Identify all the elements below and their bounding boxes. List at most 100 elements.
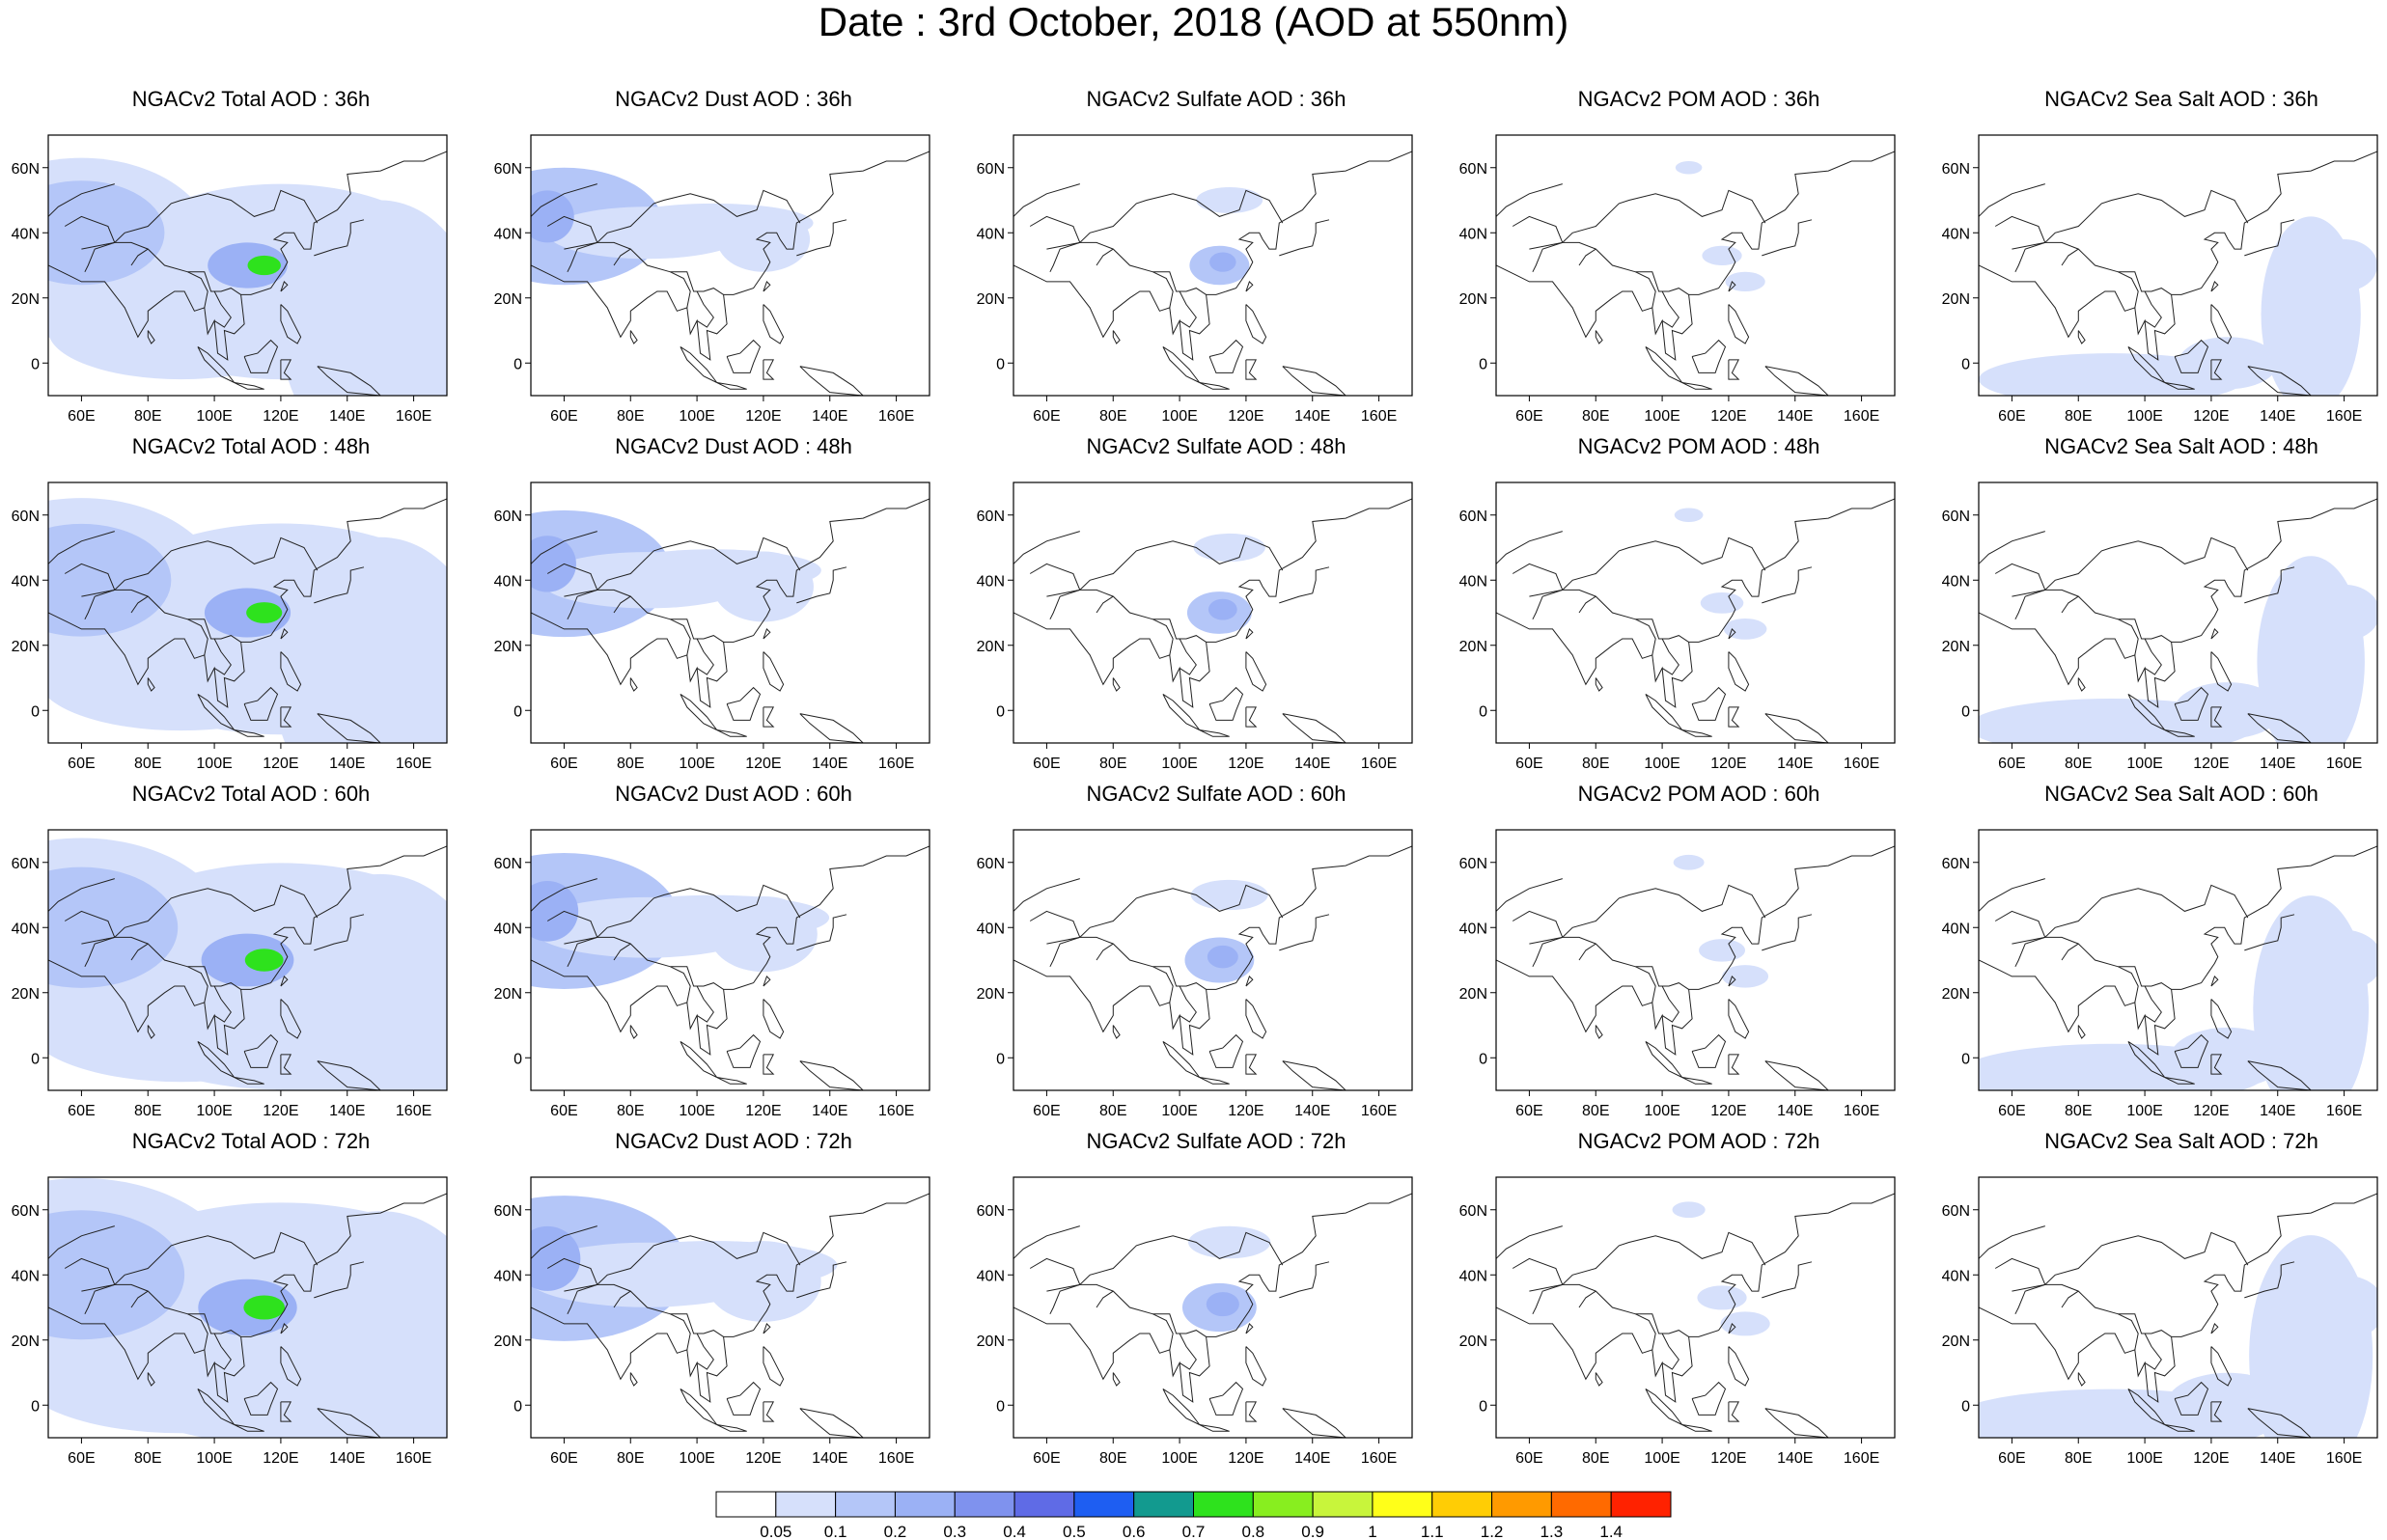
lat-tick-label: 60N xyxy=(977,161,1005,178)
aerosol-shading xyxy=(531,881,579,942)
coastline xyxy=(1728,1322,1736,1334)
coastline xyxy=(1994,1257,2046,1285)
lat-tick-label: 40N xyxy=(494,1268,522,1284)
coastline xyxy=(1764,713,1829,743)
coastline xyxy=(2210,304,2233,344)
coastline xyxy=(2127,693,2166,730)
coastline xyxy=(1496,531,1563,565)
lat-tick-label: 40N xyxy=(1942,573,1970,590)
lon-tick-label: 100E xyxy=(679,756,714,772)
coastline xyxy=(613,1290,631,1308)
coastline xyxy=(1162,1388,1201,1425)
lon-tick-label: 80E xyxy=(1582,756,1609,772)
panel-title: NGACv2 Sea Salt AOD : 36h xyxy=(2044,87,2318,111)
plot-frame xyxy=(1978,481,2378,744)
lon-tick-label: 140E xyxy=(1294,1450,1330,1467)
coastline xyxy=(1049,241,1080,273)
aerosol-shading xyxy=(1699,939,1745,962)
colorbar-label: 1 xyxy=(1368,1523,1376,1540)
coastline xyxy=(1529,936,1689,990)
lat-tick-label: 20N xyxy=(494,986,522,1003)
panel-seasalt-60h: NGACv2 Sea Salt AOD : 60h 60N 40N 20N 0 60E 80… xyxy=(1930,782,2387,1119)
coastline xyxy=(1096,1290,1114,1308)
coastline xyxy=(796,566,847,604)
coastline xyxy=(1162,1040,1201,1078)
colorbar-label: 0.9 xyxy=(1301,1523,1324,1540)
coastline xyxy=(280,280,289,292)
aerosol-shading xyxy=(244,949,284,972)
lat-tick-label: 0 xyxy=(996,703,1005,720)
coastline xyxy=(763,627,771,640)
aerosol-shading xyxy=(48,1210,185,1340)
coastline xyxy=(2014,936,2045,968)
lon-tick-label: 80E xyxy=(617,1450,644,1467)
colorbar-swatch xyxy=(954,1491,1015,1518)
lon-tick-label: 60E xyxy=(1515,1450,1542,1467)
lon-tick-label: 120E xyxy=(263,756,298,772)
coastline xyxy=(1152,271,1174,308)
colorbar-swatch xyxy=(1431,1491,1493,1518)
map-plot: 60N 40N 20N 0 60E 80E 100E 120E 140E 160E xyxy=(977,829,1413,1119)
coastline xyxy=(2210,1054,2223,1075)
coastline xyxy=(1562,1231,1766,1285)
lon-tick-label: 140E xyxy=(1777,408,1813,425)
lon-tick-label: 160E xyxy=(1844,1103,1879,1119)
map-plot: 60N 40N 20N 0 60E 80E 100E 120E 140E 160E xyxy=(1459,829,1896,1119)
aerosol-shading xyxy=(243,1295,286,1320)
coastline xyxy=(280,1054,292,1075)
coastline xyxy=(2144,638,2162,675)
coastline xyxy=(2061,943,2079,961)
coastline xyxy=(670,619,691,655)
lat-tick-label: 20N xyxy=(1942,986,1970,1003)
coastline xyxy=(763,999,785,1039)
plot-frame xyxy=(1495,481,1896,744)
coastline xyxy=(1079,1231,1284,1285)
lon-tick-label: 100E xyxy=(679,1103,714,1119)
lon-tick-label: 100E xyxy=(1161,408,1197,425)
plot-frame xyxy=(1978,1176,2378,1439)
coastline xyxy=(1496,878,1563,913)
aerosol-shading xyxy=(1193,533,1265,563)
panel-title: NGACv2 Sea Salt AOD : 48h xyxy=(2044,434,2318,458)
panel-dust-36h: NGACv2 Dust AOD : 36h 60N 40N 20N 0 60E 80E 100… xyxy=(483,87,965,425)
coastline xyxy=(2061,595,2079,614)
plot-frame xyxy=(1978,829,2378,1091)
panel-total-48h: NGACv2 Total AOD : 48h 60N 40N 20N 0 60E 80E 10… xyxy=(0,434,483,772)
coastline xyxy=(2012,241,2172,295)
aerosol-shading xyxy=(2302,1275,2377,1340)
lon-tick-label: 140E xyxy=(1294,408,1330,425)
coastline xyxy=(2164,729,2195,737)
coastline xyxy=(2210,999,2233,1039)
colorbar-label: 0.1 xyxy=(824,1523,847,1540)
panel-title: NGACv2 Total AOD : 60h xyxy=(131,782,371,806)
coastline xyxy=(1079,189,1284,243)
lon-tick-label: 80E xyxy=(617,408,644,425)
aerosol-shading xyxy=(1196,187,1263,213)
coastline xyxy=(597,884,801,938)
lat-tick-label: 0 xyxy=(1479,1051,1487,1067)
coastline xyxy=(48,845,447,1056)
panel-dust-72h: NGACv2 Dust AOD : 72h 60N 40N 20N 0 60E 80E 100… xyxy=(483,1129,965,1467)
lon-tick-label: 120E xyxy=(2193,1103,2229,1119)
coastline xyxy=(1994,910,2046,938)
coastline xyxy=(1282,1408,1346,1438)
coastline xyxy=(1762,219,1813,257)
coastline xyxy=(696,985,714,1023)
lon-tick-label: 100E xyxy=(1644,756,1679,772)
colorbar-swatch xyxy=(1550,1491,1612,1518)
aerosol-shading xyxy=(1720,1311,1770,1336)
map-plot: 60N 40N 20N 0 60E 80E 100E 120E 140E 160E xyxy=(1942,134,2378,425)
coastline xyxy=(48,1225,115,1260)
coastline xyxy=(1282,713,1346,743)
coastline xyxy=(234,1424,264,1432)
colorbar-swatch xyxy=(1610,1491,1672,1518)
coastline xyxy=(147,1372,155,1387)
panel-title: NGACv2 POM AOD : 60h xyxy=(1577,782,1820,806)
lat-tick-label: 20N xyxy=(494,639,522,655)
coastline xyxy=(1661,1333,1679,1370)
coastline xyxy=(1199,729,1230,737)
lon-tick-label: 100E xyxy=(196,408,232,425)
coastline xyxy=(546,215,598,243)
plot-frame xyxy=(47,1176,448,1439)
coastline xyxy=(1112,677,1121,692)
